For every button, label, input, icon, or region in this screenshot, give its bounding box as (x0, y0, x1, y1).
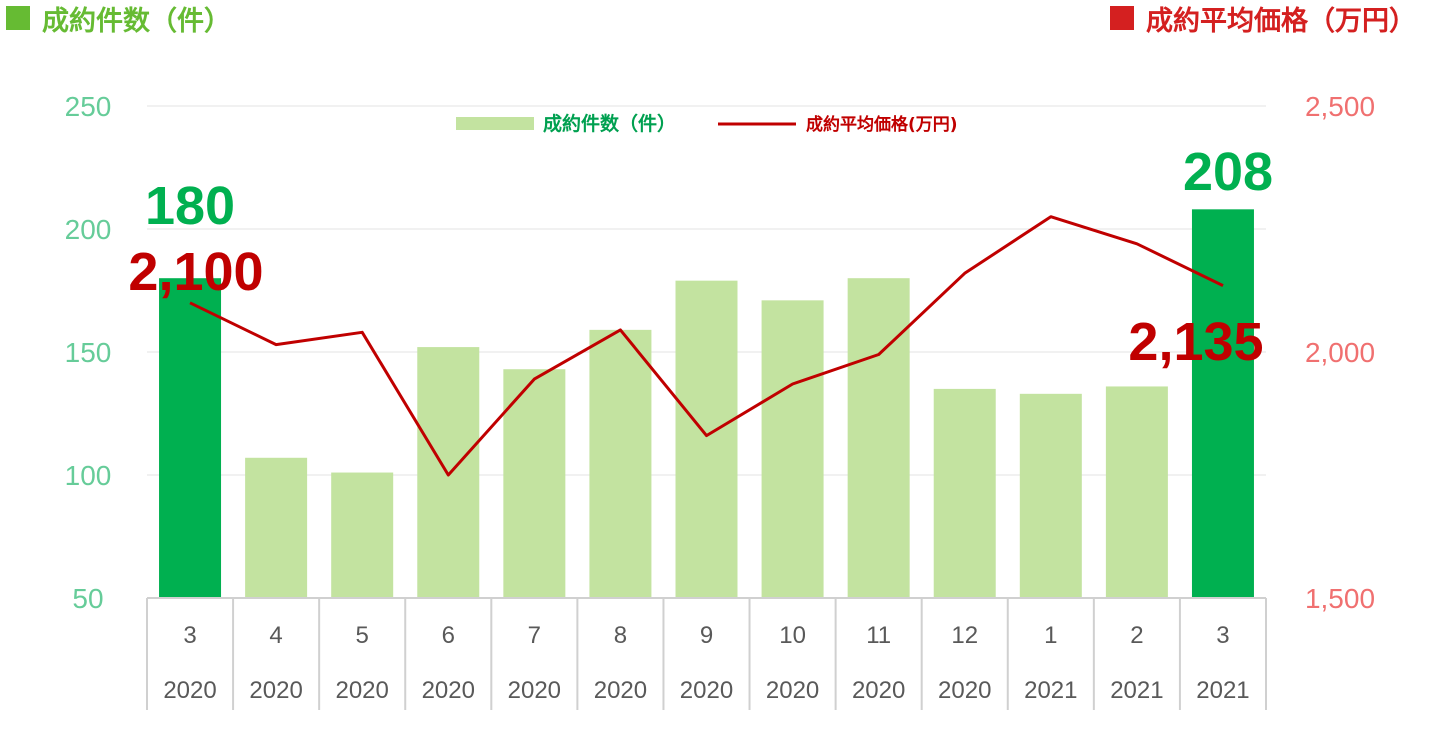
category-year-label: 2020 (852, 677, 905, 704)
category-year-label: 2020 (594, 677, 647, 704)
callout-first-price: 2,100 (128, 242, 263, 302)
legend-line-label: 成約平均価格(万円) (806, 114, 958, 135)
count-bar (1019, 393, 1082, 598)
right-axis-title-text: 成約平均価格（万円） (1146, 5, 1416, 37)
count-bar (675, 280, 738, 598)
category-year-label: 2021 (1196, 677, 1249, 704)
category-year-label: 2020 (422, 677, 475, 704)
category-month-label: 2 (1130, 622, 1143, 649)
price-line (189, 215, 1224, 477)
category-year-label: 2020 (508, 677, 561, 704)
count-bar (1191, 209, 1254, 598)
right-tick-label: 2,500 (1305, 91, 1375, 122)
category-month-label: 11 (866, 622, 891, 649)
right-tick-label: 1,500 (1305, 583, 1375, 614)
callout-last-count: 208 (1183, 142, 1273, 202)
left-axis-title-text: 成約件数（件） (42, 5, 231, 37)
left-tick-label: 100 (65, 460, 112, 491)
category-month-label: 8 (614, 622, 627, 649)
right-axis-ticks: 1,500 2,000 2,500 (1305, 91, 1375, 614)
category-month-label: 9 (700, 622, 713, 649)
category-month-label: 7 (528, 622, 541, 649)
right-tick-label: 2,000 (1305, 337, 1375, 368)
price-series-line (189, 215, 1224, 477)
category-month-label: 6 (442, 622, 455, 649)
category-year-label: 2020 (680, 677, 733, 704)
category-year-label: 2020 (938, 677, 991, 704)
category-month-label: 5 (356, 622, 369, 649)
category-month-label: 10 (779, 622, 806, 649)
count-bars (159, 209, 1254, 598)
left-axis-title-marker-icon (6, 6, 30, 30)
category-table: 3 2020 4 2020 5 2020 6 2020 7 2020 8 2020 9 2020 10 202… (146, 597, 1267, 710)
count-bar (245, 457, 308, 598)
count-bar (1105, 386, 1168, 598)
left-axis-ticks: 50 100 150 200 250 (65, 91, 112, 614)
category-year-label: 2020 (163, 677, 216, 704)
category-year-label: 2020 (335, 677, 388, 704)
category-month-label: 1 (1044, 622, 1057, 649)
right-axis-title: 成約平均価格（万円） (1110, 5, 1416, 37)
count-bar (503, 369, 566, 598)
callout-last-price: 2,135 (1128, 312, 1263, 372)
category-year-label: 2020 (249, 677, 302, 704)
category-month-label: 12 (951, 622, 978, 649)
right-axis-title-marker-icon (1110, 6, 1134, 30)
category-month-label: 3 (1216, 622, 1229, 649)
left-axis-title: 成約件数（件） (6, 5, 231, 37)
category-year-label: 2021 (1110, 677, 1163, 704)
category-month-label: 4 (269, 622, 282, 649)
count-bar (761, 300, 824, 598)
legend-bar-swatch (456, 117, 534, 130)
left-tick-label: 150 (65, 337, 112, 368)
category-year-label: 2020 (766, 677, 819, 704)
left-tick-label: 250 (65, 91, 112, 122)
count-bar (331, 472, 394, 598)
legend-bar-label: 成約件数（件） (543, 112, 676, 135)
count-bar (933, 388, 996, 598)
count-bar (159, 278, 222, 598)
count-bar (589, 329, 652, 598)
left-tick-label: 200 (65, 214, 112, 245)
category-year-label: 2021 (1024, 677, 1077, 704)
count-bar (847, 278, 910, 598)
category-month-label: 3 (183, 622, 196, 649)
callout-first-count: 180 (145, 176, 235, 236)
left-tick-label: 50 (72, 583, 103, 614)
legend: 成約件数（件） 成約平均価格(万円) (456, 112, 958, 135)
